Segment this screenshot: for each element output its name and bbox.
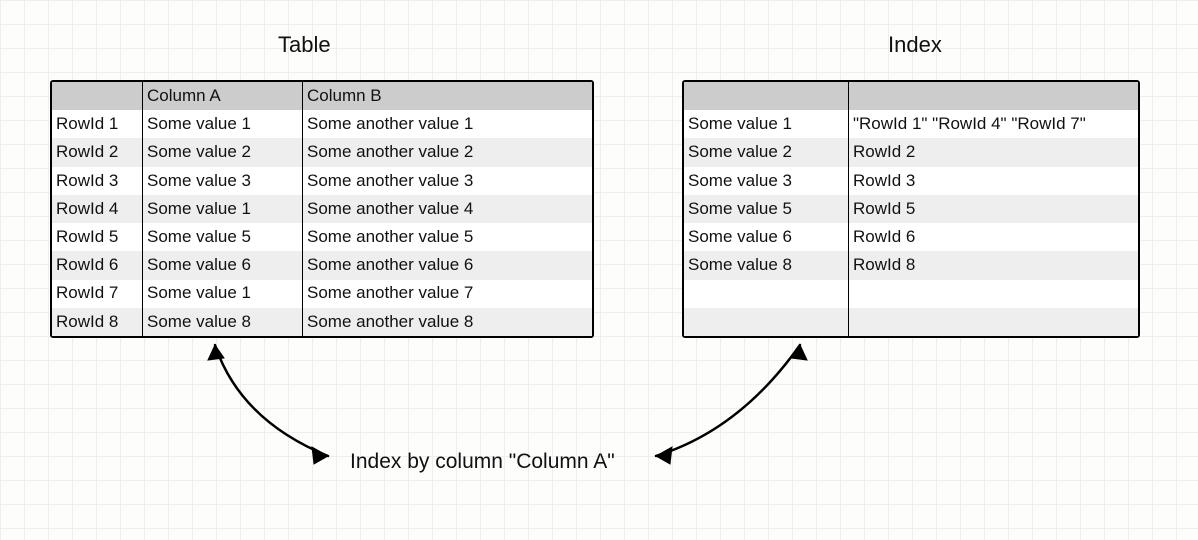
index-cell: RowId 6 (848, 223, 1138, 251)
index-cell: Some value 1 (684, 110, 848, 138)
title-table: Table (278, 32, 331, 58)
table-cell: Some another value 3 (302, 167, 592, 195)
index-cell: RowId 5 (848, 195, 1138, 223)
index-cell: Some value 8 (684, 251, 848, 279)
table-cell: Some another value 1 (302, 110, 592, 138)
index-cell: "RowId 1" "RowId 4" "RowId 7" (848, 110, 1138, 138)
table-cell: Some another value 7 (302, 280, 592, 308)
table-cell: Some value 3 (142, 167, 302, 195)
table-cell: Some value 2 (142, 138, 302, 166)
table-header: Column A (142, 82, 302, 110)
index-cell (848, 308, 1138, 336)
table-box: Column A Column B RowId 1 Some value 1 S… (50, 80, 594, 338)
index-cell: RowId 8 (848, 251, 1138, 279)
table-cell: Some another value 6 (302, 251, 592, 279)
index-cell (848, 280, 1138, 308)
table-cell: RowId 6 (52, 251, 142, 279)
index-cell (684, 308, 848, 336)
index-grid: Some value 1 "RowId 1" "RowId 4" "RowId … (684, 82, 1138, 336)
index-header (848, 82, 1138, 110)
table-cell: RowId 4 (52, 195, 142, 223)
index-cell: Some value 3 (684, 167, 848, 195)
table-cell: Some another value 5 (302, 223, 592, 251)
table-cell: Some value 5 (142, 223, 302, 251)
table-cell: Some another value 4 (302, 195, 592, 223)
index-cell: Some value 6 (684, 223, 848, 251)
index-cell: RowId 3 (848, 167, 1138, 195)
table-header: Column B (302, 82, 592, 110)
table-cell: Some value 1 (142, 195, 302, 223)
title-index: Index (888, 32, 942, 58)
table-cell: Some value 8 (142, 308, 302, 336)
index-header (684, 82, 848, 110)
index-box: Some value 1 "RowId 1" "RowId 4" "RowId … (682, 80, 1140, 338)
caption-index-by-column: Index by column "Column A" (350, 450, 615, 474)
table-cell: Some value 6 (142, 251, 302, 279)
index-cell (684, 280, 848, 308)
table-cell: Some value 1 (142, 280, 302, 308)
table-cell: RowId 8 (52, 308, 142, 336)
table-header (52, 82, 142, 110)
table-cell: Some another value 2 (302, 138, 592, 166)
table-cell: RowId 1 (52, 110, 142, 138)
index-cell: Some value 5 (684, 195, 848, 223)
table-cell: RowId 2 (52, 138, 142, 166)
table-cell: RowId 7 (52, 280, 142, 308)
table-cell: RowId 5 (52, 223, 142, 251)
index-cell: Some value 2 (684, 138, 848, 166)
table-cell: Some value 1 (142, 110, 302, 138)
index-cell: RowId 2 (848, 138, 1138, 166)
table-cell: RowId 3 (52, 167, 142, 195)
table-grid: Column A Column B RowId 1 Some value 1 S… (52, 82, 592, 336)
table-cell: Some another value 8 (302, 308, 592, 336)
